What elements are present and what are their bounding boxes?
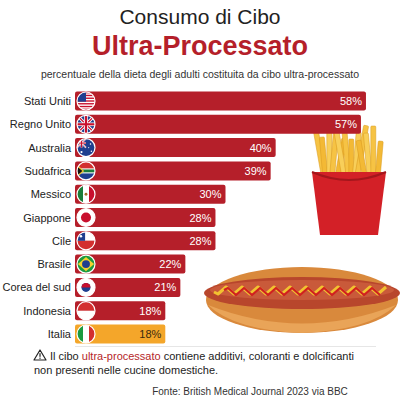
data-label: 18%	[139, 328, 161, 340]
data-label: 28%	[189, 212, 211, 224]
bar	[75, 185, 226, 204]
data-label: 28%	[189, 235, 211, 247]
category-label: Regno Unito	[10, 118, 71, 130]
category-label: Australia	[28, 142, 72, 154]
flag	[77, 302, 95, 320]
bar	[75, 208, 215, 227]
data-label: 57%	[335, 118, 357, 130]
flags	[77, 92, 95, 343]
category-label: Stati Uniti	[24, 95, 71, 107]
annotation-text: contiene additivi, coloranti e dolcifica…	[161, 350, 354, 362]
bar	[75, 255, 185, 274]
bar	[75, 301, 165, 320]
chart: Consumo di Cibo Ultra-Processato percentua…	[0, 0, 400, 400]
flag	[77, 139, 95, 157]
flag	[77, 92, 95, 110]
flag	[77, 325, 95, 343]
title: Consumo di Cibo	[119, 5, 280, 28]
flag	[77, 232, 95, 250]
subtitle: percentuale della dieta degli adulti cos…	[41, 68, 359, 80]
category-label: Sudafrica	[25, 165, 72, 177]
bar	[75, 92, 366, 111]
bar	[75, 138, 276, 157]
data-label: 30%	[199, 188, 221, 200]
category-label: Cile	[52, 235, 71, 247]
annotation-text: ultra-processato	[82, 350, 161, 362]
x-axis	[75, 346, 376, 347]
data-label: 40%	[250, 142, 272, 154]
flag	[77, 162, 95, 180]
category-label: Corea del sud	[3, 281, 72, 293]
data-label: 18%	[139, 305, 161, 317]
flag	[77, 209, 95, 227]
data-label: 22%	[159, 258, 181, 270]
category-label: Italia	[48, 328, 72, 340]
bar	[75, 115, 361, 134]
source: Fonte: British Medical Journal 2023 via …	[152, 386, 348, 397]
warning-icon	[34, 350, 46, 360]
annotation: Il cibo ultra-processato contiene additi…	[50, 350, 354, 362]
category-label: Indonesia	[23, 305, 72, 317]
category-label: Brasile	[37, 258, 71, 270]
flag	[77, 255, 95, 273]
data-label: 39%	[245, 165, 267, 177]
bar	[75, 161, 271, 180]
flag	[77, 115, 95, 133]
bar	[75, 231, 215, 250]
flag	[77, 278, 95, 296]
category-label: Giappone	[23, 212, 71, 224]
data-label: 58%	[340, 95, 362, 107]
data-label: 21%	[154, 281, 176, 293]
bar	[75, 325, 165, 344]
bars	[75, 92, 366, 344]
flag	[77, 185, 95, 203]
annotation-text: Il cibo	[50, 350, 82, 362]
category-label: Messico	[31, 188, 71, 200]
title: Ultra-Processato	[92, 31, 308, 61]
labels: Stati Uniti 58% Regno Unito 57% Australia 40%…	[3, 95, 363, 340]
annotation: non presenti nelle cucine domestiche.	[34, 364, 218, 376]
bar	[75, 278, 180, 297]
